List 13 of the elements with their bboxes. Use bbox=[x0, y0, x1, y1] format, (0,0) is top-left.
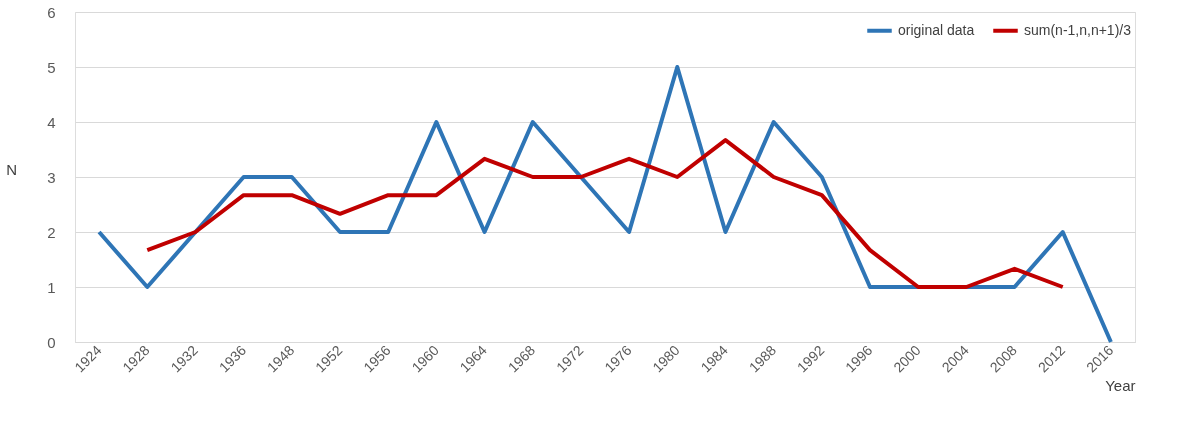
y-tick-label: 3 bbox=[47, 168, 56, 186]
line-series bbox=[145, 138, 1065, 289]
y-tick-label: 0 bbox=[47, 333, 56, 351]
y-tick-label: 5 bbox=[47, 58, 56, 76]
legend-label: sum(n-1,n,n+1)/3 bbox=[1024, 21, 1132, 38]
y-tick-label: 2 bbox=[47, 223, 56, 241]
line-series bbox=[97, 65, 1113, 344]
x-axis-title: Year bbox=[1105, 377, 1136, 395]
y-tick-label: 4 bbox=[47, 113, 56, 131]
y-tick-label: 1 bbox=[47, 278, 56, 296]
y-axis-title: N bbox=[6, 160, 18, 178]
legend-label: original data bbox=[898, 21, 975, 38]
y-tick-label: 6 bbox=[47, 3, 56, 21]
